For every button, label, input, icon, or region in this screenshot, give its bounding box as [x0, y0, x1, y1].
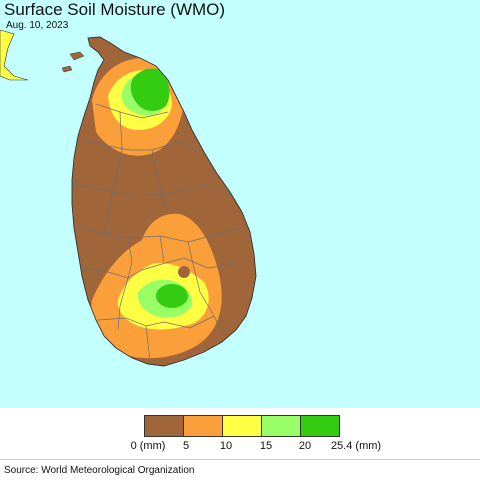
island-delft	[61, 65, 73, 73]
legend-label: 0 (mm)	[130, 440, 166, 452]
legend-swatch-20-25	[300, 415, 340, 437]
contour-north-green	[130, 68, 170, 111]
soil-moisture-map	[0, 0, 480, 408]
legend-swatch-15-20	[261, 415, 301, 437]
india-landmass	[0, 29, 29, 81]
legend-swatch-0-5	[144, 415, 184, 437]
legend-colorbar	[144, 415, 340, 437]
legend-label: 10	[219, 440, 233, 452]
footer-divider	[0, 459, 480, 460]
contour-south-green	[156, 284, 188, 308]
boundary-line	[83, 139, 201, 153]
legend-label: 15	[259, 440, 273, 452]
boundary-line	[97, 315, 215, 329]
source-credit: Source: World Meteorological Organizatio…	[4, 465, 195, 476]
boundary-line	[117, 237, 133, 331]
boundary-line	[81, 257, 237, 279]
island-mannar	[69, 51, 85, 61]
legend-swatch-10-15	[222, 415, 262, 437]
boundary-line	[145, 325, 151, 361]
legend-label: 25.4 (mm)	[330, 440, 382, 452]
boundary-line	[159, 235, 165, 263]
district-boundaries	[73, 103, 249, 361]
boundary-line	[187, 241, 225, 337]
boundary-line	[103, 111, 123, 235]
boundary-line	[73, 183, 233, 197]
legend-label: 5	[182, 440, 190, 452]
boundary-line	[151, 149, 169, 215]
legend-label: 20	[298, 440, 312, 452]
map-area	[0, 0, 480, 408]
boundary-line	[95, 103, 169, 119]
legend-labels: 0 (mm) 5 10 15 20 25.4 (mm)	[0, 440, 480, 456]
dry-spot	[178, 266, 190, 278]
map-title: Surface Soil Moisture (WMO)	[4, 0, 226, 19]
legend-swatch-5-10	[183, 415, 223, 437]
map-date: Aug. 10, 2023	[6, 20, 69, 31]
